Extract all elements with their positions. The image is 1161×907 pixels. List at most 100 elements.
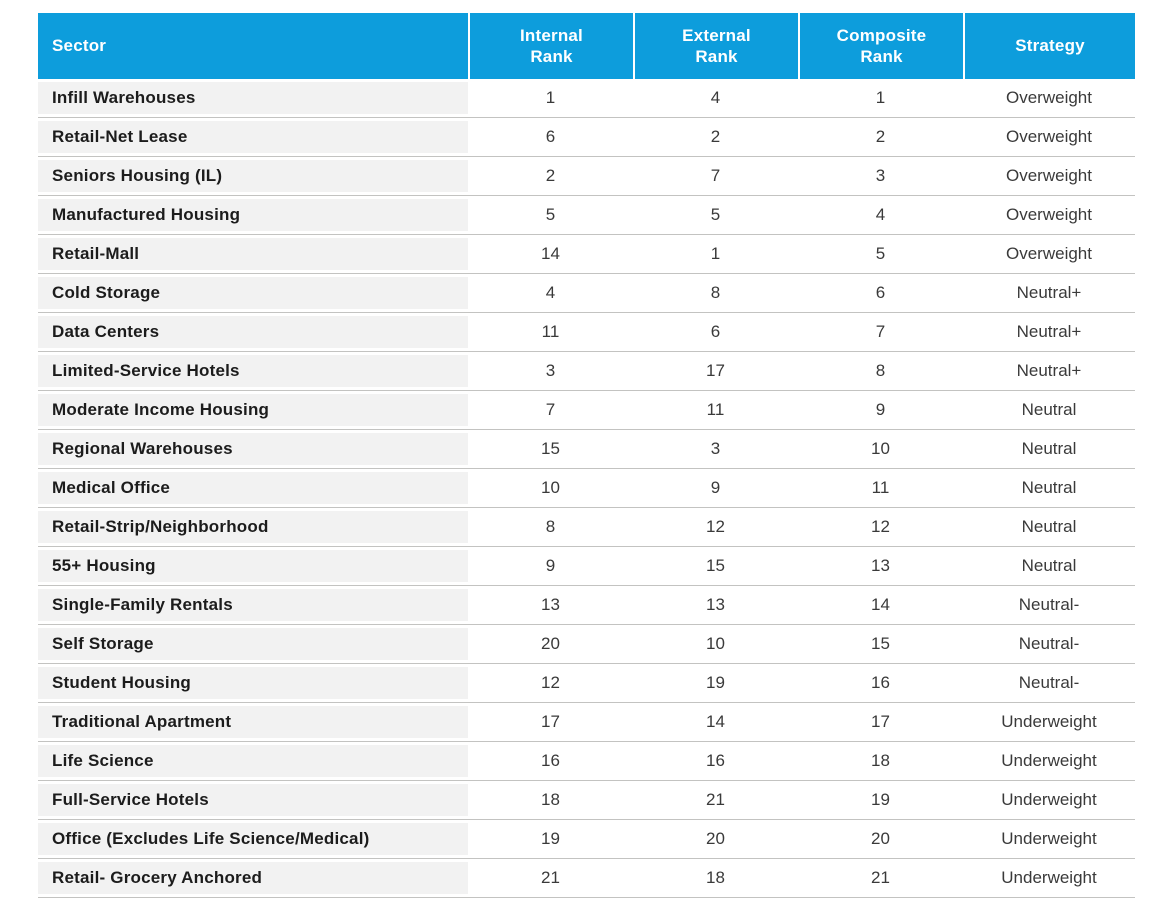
- internal-rank-cell: 20: [541, 634, 560, 653]
- composite-rank-cell: 21: [871, 868, 890, 887]
- composite-rank-cell: 12: [871, 517, 890, 536]
- column-header-internal-rank: Internal Rank: [468, 13, 633, 79]
- sector-cell: Office (Excludes Life Science/Medical): [38, 823, 468, 855]
- internal-rank-cell: 4: [545, 283, 556, 302]
- composite-rank-cell: 16: [871, 673, 890, 692]
- sector-cell: Student Housing: [38, 667, 468, 699]
- internal-rank-cell: 1: [545, 88, 556, 107]
- external-rank-cell: 7: [710, 166, 721, 185]
- strategy-cell: Underweight: [1001, 712, 1097, 731]
- column-header-strategy-label: Strategy: [1015, 36, 1085, 56]
- table-row: Full-Service Hotels 18 21 19 Underweight: [38, 781, 1135, 820]
- external-rank-cell: 10: [706, 634, 725, 653]
- sector-cell: Infill Warehouses: [38, 82, 468, 114]
- sector-cell: Self Storage: [38, 628, 468, 660]
- table-row: Self Storage 20 10 15 Neutral-: [38, 625, 1135, 664]
- column-header-strategy: Strategy: [963, 13, 1135, 79]
- internal-rank-cell: 7: [545, 400, 556, 419]
- internal-rank-cell: 15: [541, 439, 560, 458]
- table-row: Data Centers 11 6 7 Neutral+: [38, 313, 1135, 352]
- strategy-cell: Neutral: [1021, 556, 1077, 575]
- external-rank-cell: 18: [706, 868, 725, 887]
- strategy-cell: Overweight: [1006, 244, 1092, 263]
- table-row: Regional Warehouses 15 3 10 Neutral: [38, 430, 1135, 469]
- internal-rank-cell: 3: [545, 361, 556, 380]
- sector-ranking-table: Sector Internal Rank External Rank Compo…: [38, 13, 1135, 898]
- strategy-cell: Neutral: [1021, 400, 1077, 419]
- composite-rank-cell: 15: [871, 634, 890, 653]
- external-rank-cell: 9: [710, 478, 721, 497]
- external-rank-cell: 8: [710, 283, 721, 302]
- sector-cell: Traditional Apartment: [38, 706, 468, 738]
- strategy-cell: Neutral+: [1016, 322, 1082, 341]
- column-header-external-rank-label: External Rank: [682, 25, 751, 66]
- table-header-row: Sector Internal Rank External Rank Compo…: [38, 13, 1135, 79]
- table-row: Retail-Net Lease 6 2 2 Overweight: [38, 118, 1135, 157]
- column-header-composite-rank: Composite Rank: [798, 13, 963, 79]
- composite-rank-cell: 5: [875, 244, 886, 263]
- sector-cell: Retail-Net Lease: [38, 121, 468, 153]
- composite-rank-cell: 7: [875, 322, 886, 341]
- composite-rank-cell: 9: [875, 400, 886, 419]
- sector-cell: Manufactured Housing: [38, 199, 468, 231]
- composite-rank-cell: 13: [871, 556, 890, 575]
- composite-rank-cell: 19: [871, 790, 890, 809]
- column-header-external-rank: External Rank: [633, 13, 798, 79]
- external-rank-cell: 1: [710, 244, 721, 263]
- strategy-cell: Underweight: [1001, 751, 1097, 770]
- strategy-cell: Underweight: [1001, 790, 1097, 809]
- sector-cell: Moderate Income Housing: [38, 394, 468, 426]
- strategy-cell: Neutral-: [1018, 673, 1080, 692]
- table-row: Student Housing 12 19 16 Neutral-: [38, 664, 1135, 703]
- internal-rank-cell: 11: [541, 322, 560, 341]
- table-row: Infill Warehouses 1 4 1 Overweight: [38, 79, 1135, 118]
- column-header-composite-rank-label: Composite Rank: [836, 25, 927, 66]
- composite-rank-cell: 11: [871, 478, 890, 497]
- table-row: Retail-Mall 14 1 5 Overweight: [38, 235, 1135, 274]
- sector-cell: Data Centers: [38, 316, 468, 348]
- internal-rank-cell: 6: [545, 127, 556, 146]
- sector-cell: Single-Family Rentals: [38, 589, 468, 621]
- table-body: Infill Warehouses 1 4 1 Overweight Retai…: [38, 79, 1135, 898]
- external-rank-cell: 6: [710, 322, 721, 341]
- strategy-cell: Neutral-: [1018, 634, 1080, 653]
- strategy-cell: Neutral+: [1016, 283, 1082, 302]
- strategy-cell: Overweight: [1006, 127, 1092, 146]
- table-row: Retail- Grocery Anchored 21 18 21 Underw…: [38, 859, 1135, 898]
- strategy-cell: Neutral: [1021, 478, 1077, 497]
- table-row: Seniors Housing (IL) 2 7 3 Overweight: [38, 157, 1135, 196]
- column-header-sector-label: Sector: [52, 36, 107, 56]
- sector-cell: Limited-Service Hotels: [38, 355, 468, 387]
- external-rank-cell: 2: [710, 127, 721, 146]
- internal-rank-cell: 18: [541, 790, 560, 809]
- external-rank-cell: 15: [706, 556, 725, 575]
- table-row: Medical Office 10 9 11 Neutral: [38, 469, 1135, 508]
- external-rank-cell: 12: [706, 517, 725, 536]
- composite-rank-cell: 14: [871, 595, 890, 614]
- external-rank-cell: 14: [706, 712, 725, 731]
- external-rank-cell: 4: [710, 88, 721, 107]
- table-row: Limited-Service Hotels 3 17 8 Neutral+: [38, 352, 1135, 391]
- table-row: Office (Excludes Life Science/Medical) 1…: [38, 820, 1135, 859]
- strategy-cell: Neutral-: [1018, 595, 1080, 614]
- sector-cell: Seniors Housing (IL): [38, 160, 468, 192]
- internal-rank-cell: 2: [545, 166, 556, 185]
- sector-cell: Cold Storage: [38, 277, 468, 309]
- internal-rank-cell: 8: [545, 517, 556, 536]
- external-rank-cell: 19: [706, 673, 725, 692]
- internal-rank-cell: 19: [541, 829, 560, 848]
- table-row: Life Science 16 16 18 Underweight: [38, 742, 1135, 781]
- table-row: Single-Family Rentals 13 13 14 Neutral-: [38, 586, 1135, 625]
- sector-cell: 55+ Housing: [38, 550, 468, 582]
- internal-rank-cell: 16: [541, 751, 560, 770]
- composite-rank-cell: 10: [871, 439, 890, 458]
- external-rank-cell: 16: [706, 751, 725, 770]
- sector-cell: Retail-Strip/Neighborhood: [38, 511, 468, 543]
- external-rank-cell: 11: [706, 400, 725, 419]
- composite-rank-cell: 2: [875, 127, 886, 146]
- external-rank-cell: 20: [706, 829, 725, 848]
- internal-rank-cell: 13: [541, 595, 560, 614]
- column-header-internal-rank-label: Internal Rank: [519, 25, 583, 66]
- composite-rank-cell: 18: [871, 751, 890, 770]
- internal-rank-cell: 5: [545, 205, 556, 224]
